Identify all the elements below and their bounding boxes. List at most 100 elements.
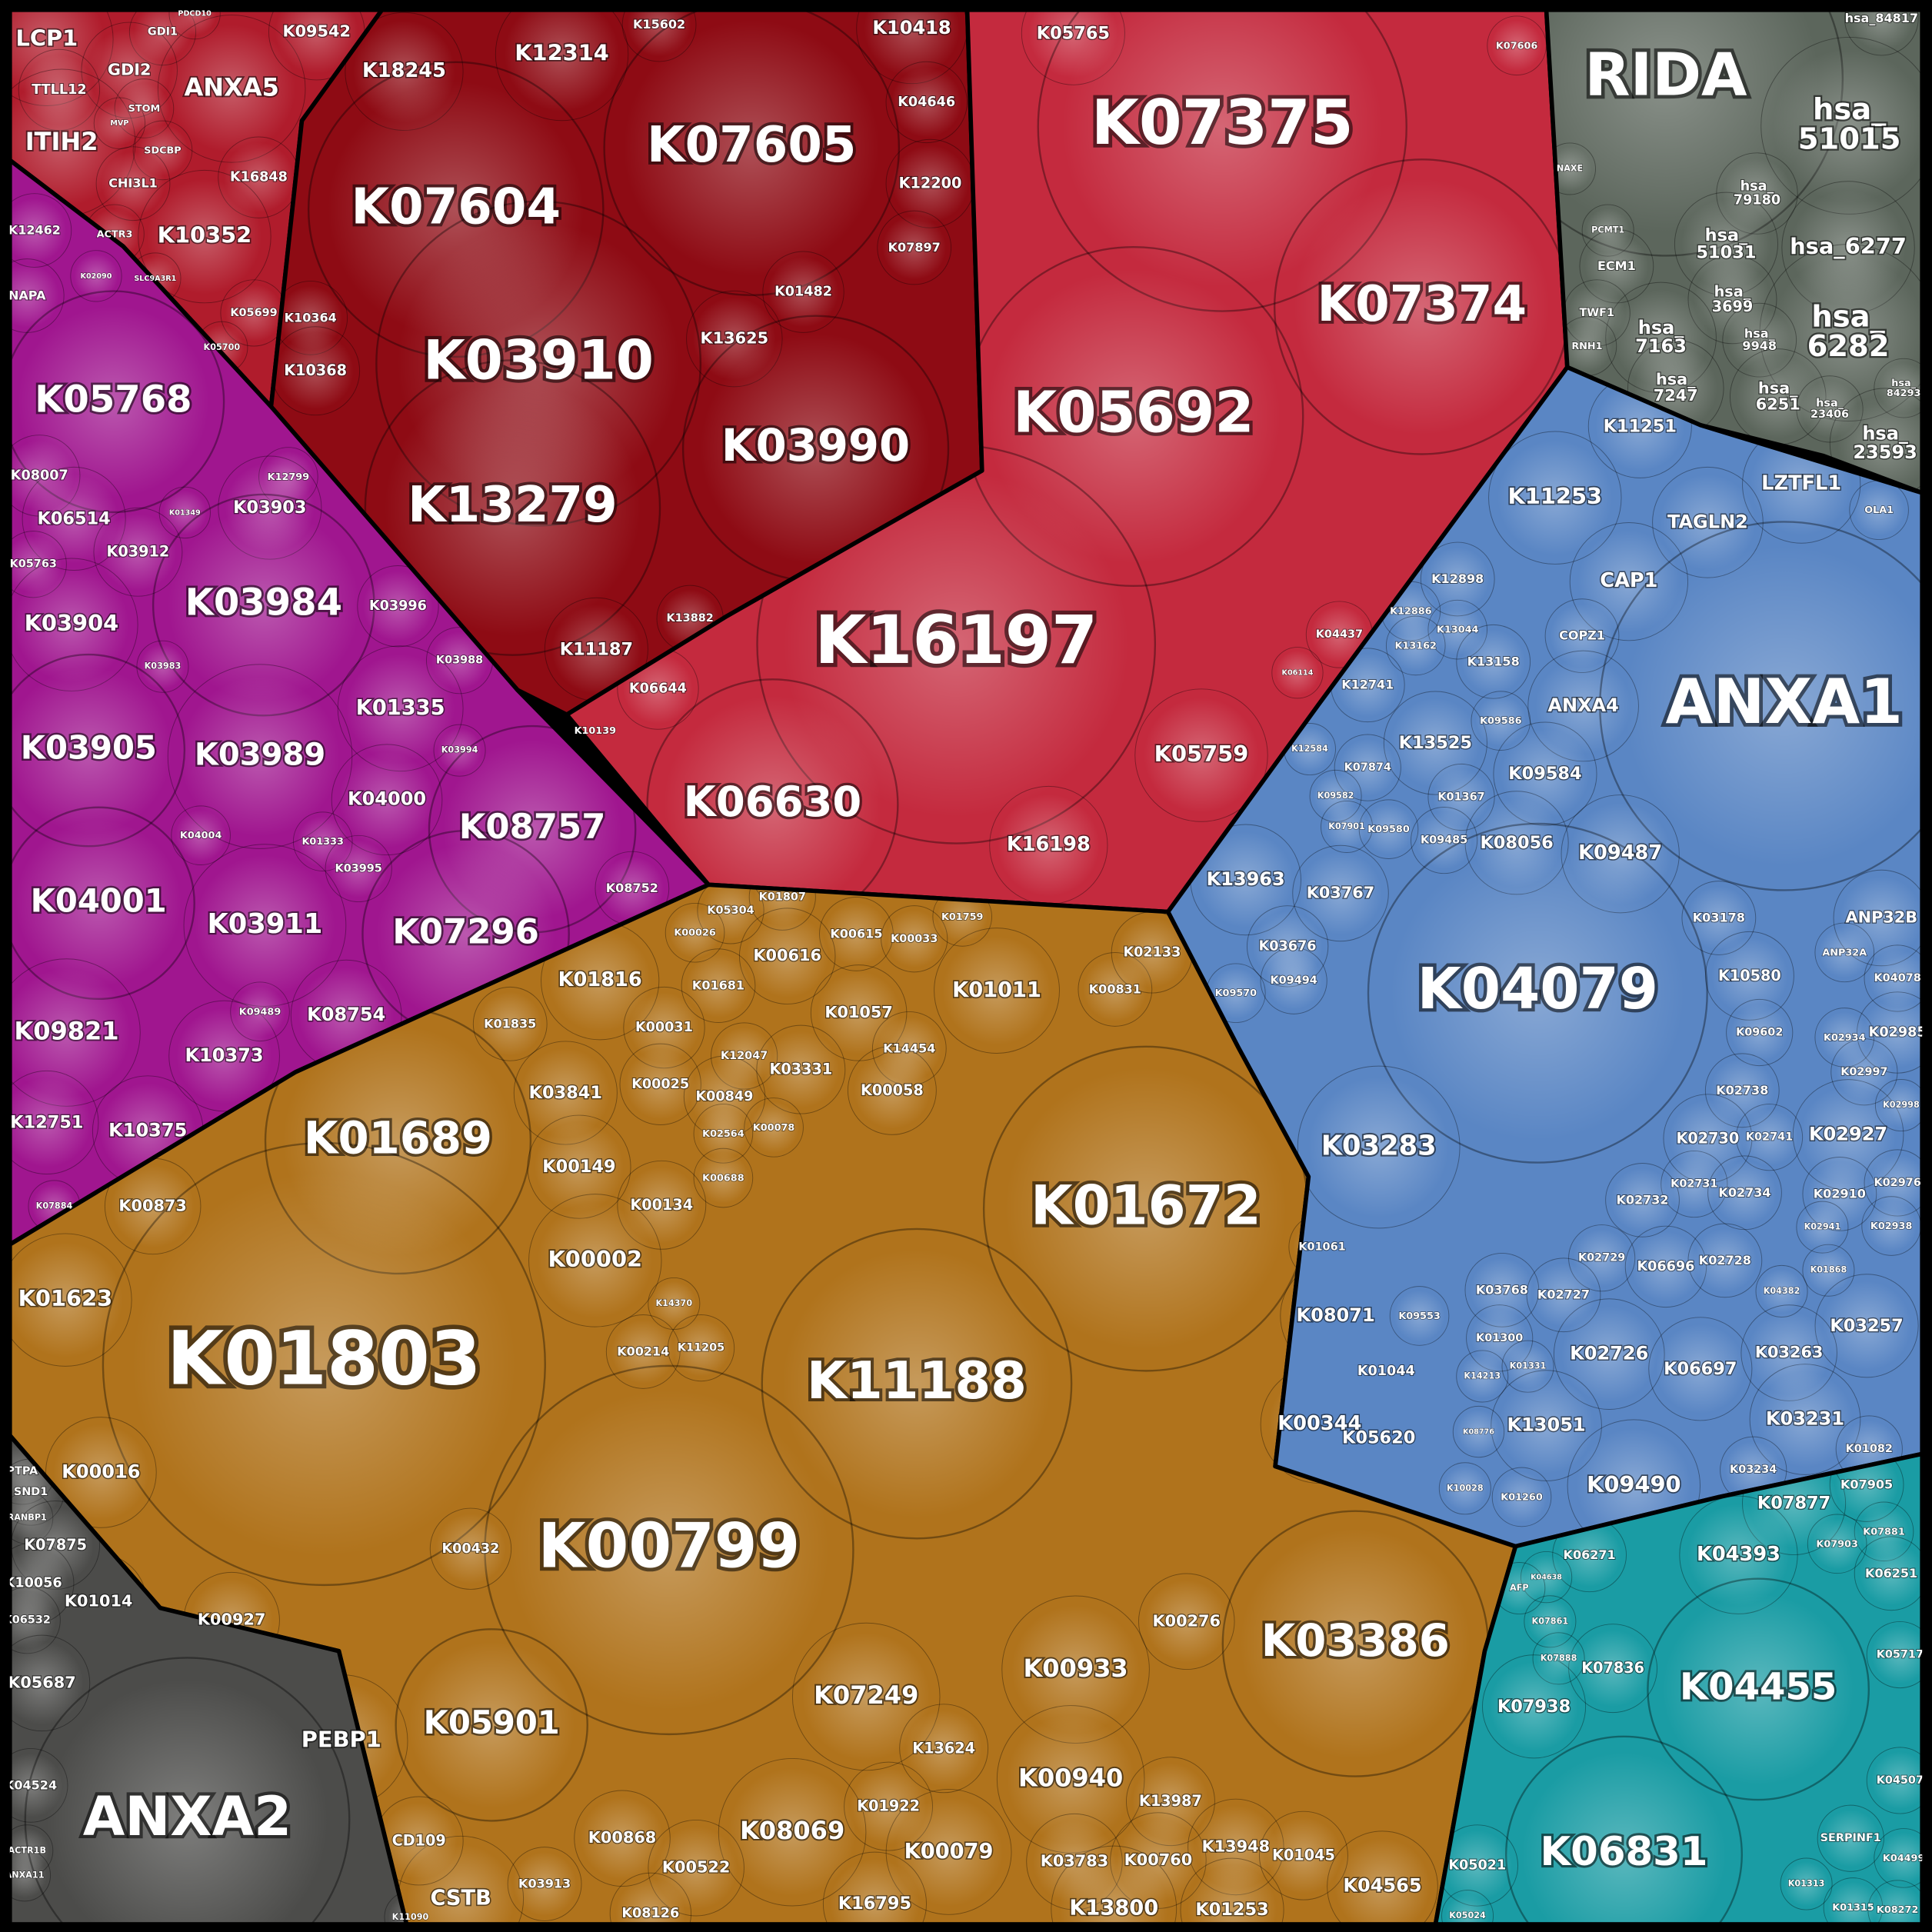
cell-shine [380,1802,458,1880]
cell-shine [537,1202,653,1318]
label-line: ANP32B [1846,908,1918,927]
label-line: K00873 [118,1196,187,1214]
cell-shine [1624,545,1923,867]
cell-edge [1481,1654,1587,1759]
cell-label: K03911 [207,908,322,940]
cell-shine [13,567,129,683]
cell-shine [669,907,721,959]
cell-label: K00688 [702,1172,744,1184]
cell-label: K09580 [1367,824,1410,835]
cell-label: K11090 [392,1912,429,1922]
cell-edge [1441,1890,1494,1925]
cell-label: K04638 [1531,1574,1562,1582]
cell-label: K04078 [1874,972,1920,984]
cell-shine [362,571,434,642]
cell-shine [384,379,641,636]
cell-edge [810,964,908,1061]
cell-edge [791,1622,941,1771]
label-line: K00033 [891,933,938,945]
cell-label: K03178 [1693,910,1745,924]
label-line: K07861 [1532,1616,1569,1626]
cell-shine [753,884,811,926]
cell-label: K05024 [1449,1910,1486,1920]
label-line: K13051 [1507,1414,1585,1436]
label-line: K04455 [1680,1665,1837,1708]
cell-label: K00033 [891,933,938,945]
cell-shine [534,1121,625,1212]
cell-edge [102,1141,546,1587]
cell-edge [9,258,65,333]
cell-shine [1264,1817,1342,1894]
cell-label: K01759 [941,911,984,922]
label-line: ANXA1 [1666,666,1904,738]
label-line: K00058 [861,1081,924,1098]
cell-label: CSTB [430,1886,491,1910]
cell-label: hsa_ 6282 [1807,299,1890,363]
cell-label: K05021 [1448,1857,1506,1873]
cell-shine [1577,530,1681,633]
label-line: K02726 [1570,1343,1648,1364]
label-line: K09542 [282,22,351,41]
cell-shine [768,256,839,328]
cell-edge [1567,1419,1701,1547]
cell-label: K10028 [1447,1483,1484,1493]
cell-edge [1605,1163,1680,1237]
label-line: K13624 [912,1739,975,1757]
cell-label: K03996 [369,598,427,614]
label-line: K07877 [1757,1493,1830,1513]
label-line: K03989 [195,738,325,773]
cell-edge [1687,1223,1763,1298]
cell-shine [277,332,355,410]
cell-edge [1438,1462,1491,1515]
cell-shine [1324,804,1370,850]
cell-shine [1334,1838,1431,1925]
cell-label: SND1 [14,1486,48,1498]
cell-shine [600,856,665,921]
cell-label: K06831 [1540,1829,1707,1875]
label-line: K07375 [1091,87,1354,158]
label-line: K05687 [8,1673,76,1691]
cell-shine [698,1152,749,1204]
label-line: STOM [128,102,161,114]
cell-label: K01922 [857,1797,920,1814]
label-line: K13963 [1207,868,1285,890]
cell-label: ANXA5 [184,72,278,102]
cell-shine [942,936,1051,1045]
cell-shine [99,513,177,591]
cell-label: K08754 [307,1004,385,1025]
cell-shine [986,268,1281,565]
label-line: K03903 [233,498,306,518]
label-line: K14454 [883,1041,935,1055]
cell-label: K10352 [158,222,252,248]
cell-label: hsa_ 84293 [1887,378,1921,399]
cell-label: TWF1 [1579,307,1614,319]
group-region [9,1435,407,1925]
label-line: K07903 [1816,1538,1857,1550]
label-line: K15602 [633,17,685,32]
label-line: K10368 [284,361,347,379]
label-line: K10139 [575,725,617,737]
cell-shine [1198,831,1294,928]
label-line: K03904 [25,610,119,636]
cell-label: K03783 [1041,1852,1109,1870]
cell-label: NAXE [1557,163,1583,173]
label-line: K03178 [1693,910,1745,924]
label-line: K13525 [1399,733,1472,753]
cell-shine [1298,851,1383,935]
cell-shine [1059,1854,1169,1925]
cell-shine [1500,728,1591,819]
cell-label: ANXA4 [1547,695,1619,716]
label-line: K04524 [5,1777,57,1792]
cell-edge [433,724,486,777]
cell-edge [1866,1747,1923,1814]
cell-edge [1297,1065,1461,1229]
cell-shine [1859,1541,1923,1606]
cell-shine [179,676,341,837]
label-line: RIDA [1584,42,1747,110]
label-line: K02985 [1869,1025,1927,1041]
cell-edge [357,565,439,648]
label-line: K12584 [1291,744,1328,754]
cell-label: K12584 [1291,744,1328,754]
cell-label: ANP32B [1846,908,1918,927]
cell-shine [1531,1263,1596,1327]
